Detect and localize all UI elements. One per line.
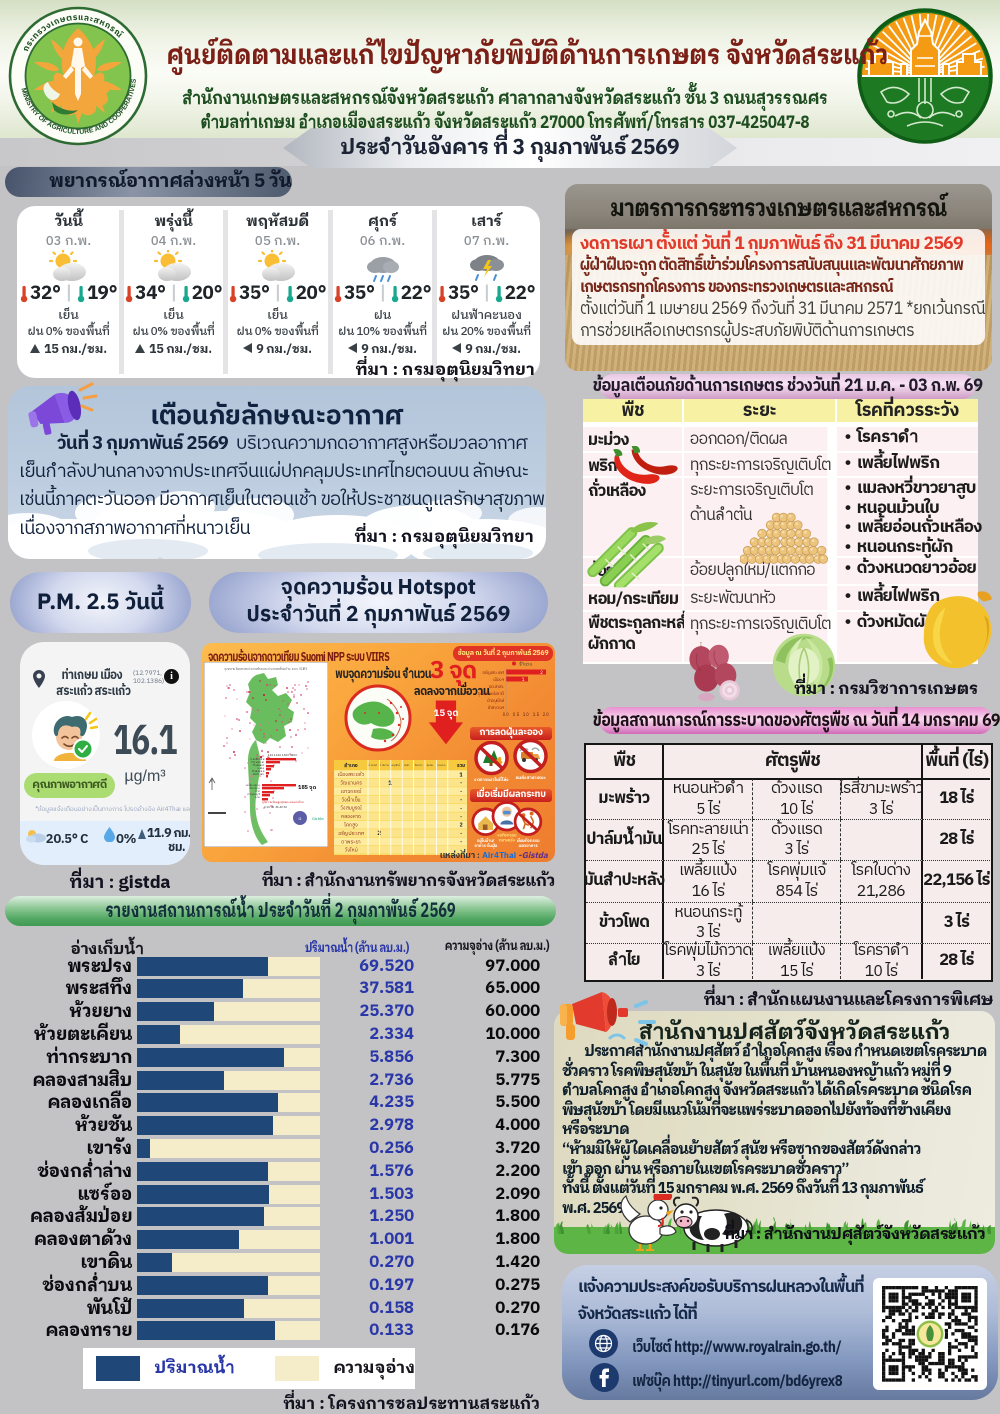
- svg-text:อยู่ในบ้าน/: อยู่ในบ้าน/: [477, 838, 495, 845]
- svg-text:ป่าสงวนฯ: ป่าสงวนฯ: [487, 705, 504, 712]
- svg-text:2.0: 2.0: [543, 712, 550, 718]
- svg-text:กลางแจ้ง: กลางแจ้ง: [498, 838, 516, 845]
- svg-text:ริมทาง: ริมทาง: [414, 763, 423, 768]
- svg-text:โคกสูง: โคกสูง: [343, 821, 358, 830]
- svg-text:ขนส่งสาธารณะ: ขนส่งสาธารณะ: [516, 775, 546, 782]
- svg-text:เมืองฯ: เมืองฯ: [493, 677, 505, 684]
- svg-text:Cambodia: Cambodia: [250, 757, 264, 762]
- svg-text:อรัญประเทศ: อรัญประเทศ: [482, 670, 505, 677]
- svg-text:-: -: [460, 787, 462, 796]
- svg-text:1: 1: [458, 770, 462, 779]
- svg-text:15 จุด: 15 จุด: [434, 706, 460, 721]
- svg-text:อนุรักษ์: อนุรักษ์: [392, 763, 401, 768]
- svg-text:อ่างเขต: อ่างเขต: [369, 763, 378, 768]
- svg-text:วังน้ำเย็น: วังน้ำเย็น: [341, 794, 361, 804]
- svg-text:เชียงใหม่: เชียงใหม่: [249, 786, 260, 791]
- svg-text:185 จุด: 185 จุด: [297, 783, 316, 792]
- svg-text:จุดความร้อนสูงสุดของประเทศไทย: จุดความร้อนสูงสุดของประเทศไทย: [262, 799, 304, 805]
- svg-text:เมืองสระแก้ว: เมืองสระแก้ว: [338, 770, 365, 779]
- svg-text:ป่าอนุรักษ์: ป่าอนุรักษ์: [487, 698, 505, 705]
- svg-text:เลี่ยงกิจกรรม: เลี่ยงกิจกรรม: [517, 838, 540, 845]
- svg-text:1: 1: [388, 779, 392, 789]
- svg-text:รวม: รวม: [456, 761, 465, 770]
- svg-text:วัฒนานคร: วัฒนานคร: [340, 779, 362, 788]
- svg-text:นอกอาคาร: นอกอาคาร: [518, 843, 538, 850]
- svg-text:เกษตร: เกษตร: [438, 764, 446, 768]
- svg-text:2: 2: [540, 670, 544, 677]
- svg-text:ตาพระยา: ตาพระยา: [341, 837, 360, 846]
- svg-text:Malaysia: Malaysia: [252, 769, 264, 774]
- svg-text:Gistda: Gistda: [312, 817, 324, 823]
- svg-text:กาญจนบุรี: กาญจนบุรี: [247, 792, 260, 797]
- svg-text:0.5: 0.5: [513, 712, 519, 718]
- svg-text:2: 2: [376, 829, 381, 839]
- svg-text:วังใหม่: วังใหม่: [345, 846, 358, 855]
- svg-text:อาคาร กันฝุ่น: อาคาร กันฝุ่น: [474, 843, 497, 850]
- svg-text:จุดความร้อนสะสมประเทศไทยและประ: จุดความร้อนสะสมประเทศไทยและประเทศเพื่อนบ…: [225, 666, 308, 672]
- svg-text:อุทยานแห่งชาติ: อุทยานแห่งชาติ: [478, 691, 505, 698]
- svg-text:G: G: [299, 817, 302, 823]
- svg-text:ชุมชน: ชุมชน: [426, 764, 434, 768]
- svg-text:ตาก: ตาก: [255, 789, 260, 794]
- svg-text:1.5: 1.5: [533, 712, 539, 718]
- svg-text:0.0: 0.0: [503, 712, 510, 718]
- svg-text:งดการเผาในที่โล่ง: งดการเผาในที่โล่ง: [474, 775, 509, 784]
- svg-text:น่าน: น่าน: [255, 795, 260, 800]
- svg-text:1.0: 1.0: [523, 712, 530, 718]
- svg-text:-: -: [460, 829, 462, 838]
- svg-text:วังสมบูรณ์: วังสมบูรณ์: [340, 804, 363, 813]
- svg-text:-: -: [460, 796, 462, 805]
- svg-text:อรัญประเทศ: อรัญประเทศ: [338, 829, 365, 838]
- svg-text:Myanmar: Myanmar: [251, 760, 264, 765]
- svg-text:N: N: [210, 779, 212, 784]
- svg-text:1: 1: [522, 677, 525, 684]
- svg-text:-: -: [460, 812, 462, 821]
- svg-text:อำเภอ: อำเภอ: [344, 761, 358, 770]
- svg-text:-: -: [460, 804, 462, 813]
- svg-text:0 10 20 30 40 50: 0 10 20 30 40 50: [264, 805, 288, 810]
- svg-text:-: -: [460, 846, 462, 855]
- svg-text:Thailand: Thailand: [251, 763, 264, 768]
- svg-text:ป่าสงวน: ป่าสงวน: [380, 763, 390, 768]
- svg-text:อต.สปก.: อต.สปก.: [489, 684, 504, 691]
- svg-text:สปก.: สปก.: [403, 763, 410, 768]
- svg-text:คลองหาด: คลองหาด: [341, 812, 361, 821]
- svg-text:จำนวน: จำนวน: [519, 661, 532, 669]
- svg-text:แม่ฮ่องสอน: แม่ฮ่องสอน: [246, 783, 260, 788]
- svg-text:Laos: Laos: [258, 766, 265, 771]
- svg-text:100 1600 1500 2000: 100 1600 1500 2000: [267, 753, 297, 758]
- svg-text:เขาฉกรรจ์: เขาฉกรรจ์: [340, 787, 362, 796]
- svg-text:Vietnam: Vietnam: [253, 772, 265, 777]
- svg-text:2: 2: [458, 821, 462, 830]
- svg-text:-: -: [460, 838, 462, 847]
- svg-text:งดกิจกรรม: งดกิจกรรม: [497, 832, 516, 839]
- svg-text:-: -: [460, 779, 462, 788]
